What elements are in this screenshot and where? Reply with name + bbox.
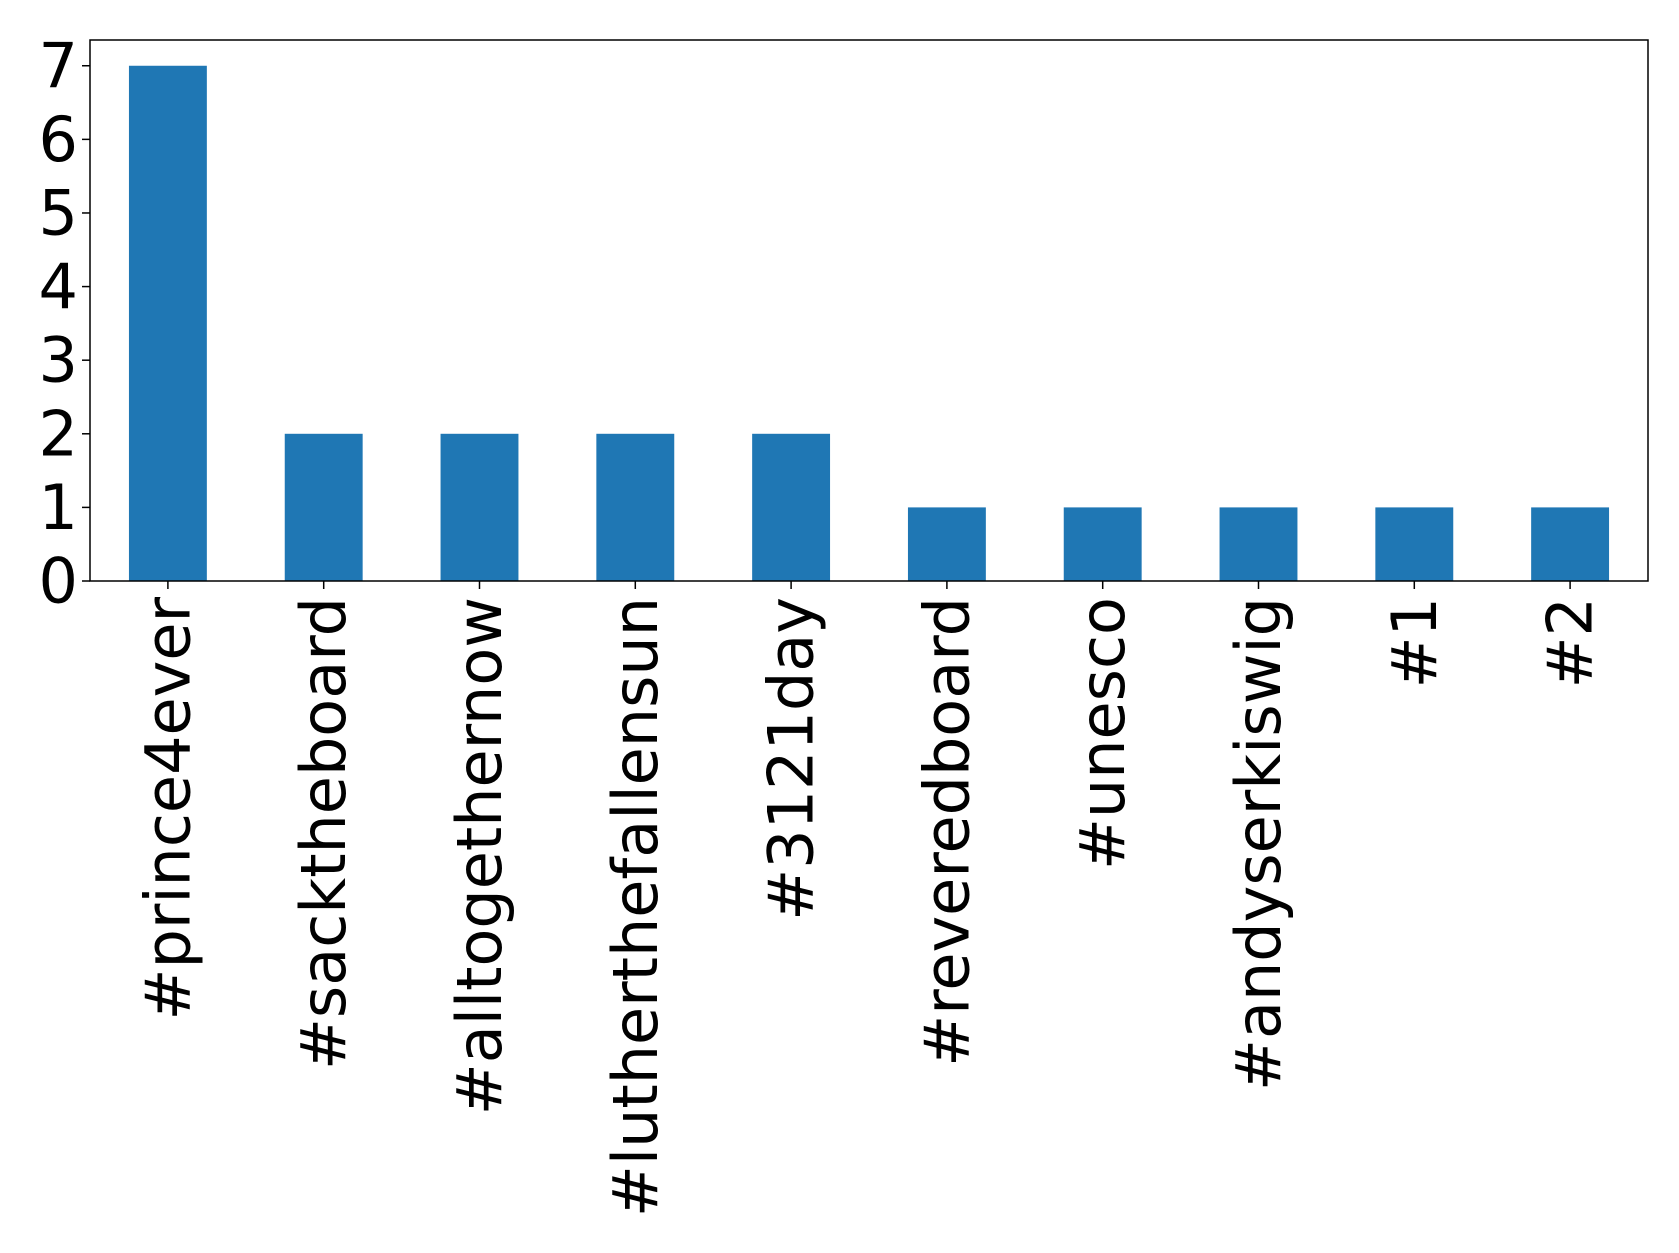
bar bbox=[1375, 507, 1454, 581]
x-tick-label: #lutherthefallensun bbox=[599, 597, 672, 1217]
bar bbox=[596, 433, 675, 581]
plot-frame bbox=[89, 39, 1649, 582]
x-tick-label: #andyserkiswig bbox=[1222, 597, 1295, 1091]
y-tick-label: 0 bbox=[39, 545, 78, 618]
y-tick-label: 2 bbox=[39, 397, 78, 470]
x-tick-label: #unesco bbox=[1066, 597, 1139, 870]
x-tick-label: #1 bbox=[1378, 597, 1451, 688]
y-tick-label: 3 bbox=[39, 324, 78, 397]
y-tick-label: 6 bbox=[39, 103, 78, 176]
x-tick-label: #prince4ever bbox=[131, 596, 204, 1020]
bar bbox=[440, 433, 519, 581]
y-tick-label: 5 bbox=[39, 176, 78, 249]
y-tick-label: 1 bbox=[39, 471, 78, 544]
x-tick-label: #reveredboard bbox=[910, 597, 983, 1067]
bar bbox=[1063, 507, 1142, 581]
y-tick-label: 4 bbox=[39, 250, 78, 323]
bar bbox=[284, 433, 363, 581]
x-tick-label: #alltogethernow bbox=[443, 597, 516, 1115]
x-tick-label: #2 bbox=[1534, 597, 1607, 688]
bar bbox=[1531, 507, 1610, 581]
y-tick-label: 7 bbox=[39, 29, 78, 102]
x-tick-label: #sacktheboard bbox=[287, 597, 360, 1070]
bar bbox=[128, 65, 207, 581]
bar bbox=[907, 507, 986, 581]
x-tick-label: #3121day bbox=[755, 597, 828, 921]
bar bbox=[752, 433, 831, 581]
bar bbox=[1219, 507, 1298, 581]
